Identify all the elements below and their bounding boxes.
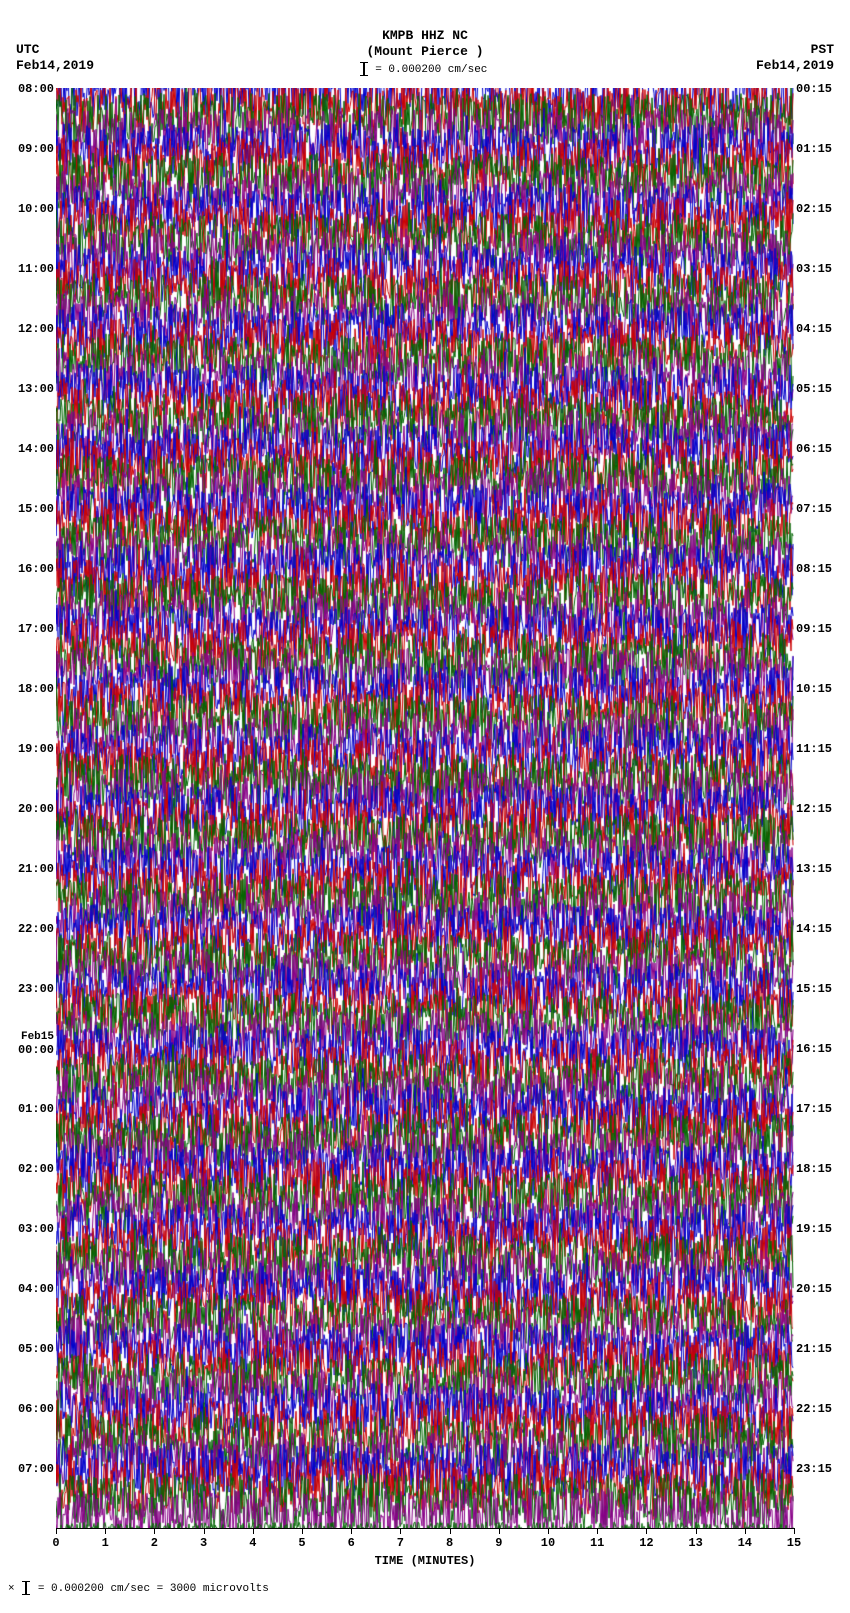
right-time-label: 02:15 — [796, 202, 832, 216]
left-time-label: 04:00 — [18, 1282, 54, 1296]
left-time-label: 01:00 — [18, 1102, 54, 1116]
right-time-label: 19:15 — [796, 1222, 832, 1236]
tz-left: UTC — [16, 42, 39, 57]
right-time-label: 21:15 — [796, 1342, 832, 1356]
right-time-label: 11:15 — [796, 742, 832, 756]
left-time-label: 20:00 — [18, 802, 54, 816]
x-tick — [696, 1528, 697, 1534]
x-tick — [794, 1528, 795, 1534]
left-time-label: 05:00 — [18, 1342, 54, 1356]
footer-scale: × = 0.000200 cm/sec = 3000 microvolts — [8, 1581, 269, 1595]
x-tick — [646, 1528, 647, 1534]
left-time-label: 07:00 — [18, 1462, 54, 1476]
x-tick — [400, 1528, 401, 1534]
right-time-label: 23:15 — [796, 1462, 832, 1476]
x-tick-label: 10 — [541, 1536, 555, 1550]
right-time-label: 06:15 — [796, 442, 832, 456]
x-tick-label: 2 — [151, 1536, 158, 1550]
right-time-label: 16:15 — [796, 1042, 832, 1056]
left-time-label: 21:00 — [18, 862, 54, 876]
x-tick-label: 14 — [738, 1536, 752, 1550]
footer-text: = 0.000200 cm/sec = 3000 microvolts — [38, 1583, 269, 1595]
x-tick — [597, 1528, 598, 1534]
right-time-label: 20:15 — [796, 1282, 832, 1296]
left-time-label: 11:00 — [18, 262, 54, 276]
x-axis: TIME (MINUTES) 0123456789101112131415 — [56, 1528, 794, 1578]
right-time-label: 01:15 — [796, 142, 832, 156]
left-time-label: 19:00 — [18, 742, 54, 756]
left-time-label: 12:00 — [18, 322, 54, 336]
right-time-label: 15:15 — [796, 982, 832, 996]
tz-right: PST — [811, 42, 834, 57]
right-time-label: 18:15 — [796, 1162, 832, 1176]
x-tick-label: 11 — [590, 1536, 604, 1550]
x-tick — [548, 1528, 549, 1534]
left-time-label: 18:00 — [18, 682, 54, 696]
right-time-label: 14:15 — [796, 922, 832, 936]
footer-bar-icon — [25, 1581, 27, 1595]
x-tick-label: 9 — [495, 1536, 502, 1550]
right-time-label: 05:15 — [796, 382, 832, 396]
x-tick — [154, 1528, 155, 1534]
plot-area — [56, 88, 794, 1528]
right-time-label: 08:15 — [796, 562, 832, 576]
left-time-label: 17:00 — [18, 622, 54, 636]
left-time-label: 02:00 — [18, 1162, 54, 1176]
x-tick — [253, 1528, 254, 1534]
right-time-label: 10:15 — [796, 682, 832, 696]
left-time-label: Feb1500:00 — [18, 1032, 54, 1057]
left-time-label: 08:00 — [18, 82, 54, 96]
right-time-label: 07:15 — [796, 502, 832, 516]
left-time-label: 13:00 — [18, 382, 54, 396]
right-time-label: 22:15 — [796, 1402, 832, 1416]
left-time-label: 14:00 — [18, 442, 54, 456]
right-time-label: 03:15 — [796, 262, 832, 276]
x-tick — [56, 1528, 57, 1534]
scale-indicator: = 0.000200 cm/sec — [0, 62, 850, 76]
x-tick — [450, 1528, 451, 1534]
x-tick — [351, 1528, 352, 1534]
x-tick-label: 3 — [200, 1536, 207, 1550]
right-time-label: 00:15 — [796, 82, 832, 96]
left-time-label: 09:00 — [18, 142, 54, 156]
helicorder-container: KMPB HHZ NC (Mount Pierce ) = 0.000200 c… — [0, 0, 850, 1613]
left-time-label: 15:00 — [18, 502, 54, 516]
left-time-label: 10:00 — [18, 202, 54, 216]
station-code: KMPB HHZ NC — [0, 28, 850, 43]
left-time-label: 16:00 — [18, 562, 54, 576]
x-tick-label: 6 — [348, 1536, 355, 1550]
left-time-label: 23:00 — [18, 982, 54, 996]
right-time-label: 04:15 — [796, 322, 832, 336]
x-tick-label: 13 — [688, 1536, 702, 1550]
x-tick-label: 7 — [397, 1536, 404, 1550]
x-tick — [204, 1528, 205, 1534]
x-tick-label: 1 — [102, 1536, 109, 1550]
left-time-label: 22:00 — [18, 922, 54, 936]
right-time-label: 12:15 — [796, 802, 832, 816]
x-tick — [745, 1528, 746, 1534]
x-tick — [302, 1528, 303, 1534]
x-tick — [105, 1528, 106, 1534]
date-right: Feb14,2019 — [756, 58, 834, 73]
right-time-label: 09:15 — [796, 622, 832, 636]
scale-text: = 0.000200 cm/sec — [375, 64, 487, 76]
left-time-label: 03:00 — [18, 1222, 54, 1236]
x-tick — [499, 1528, 500, 1534]
date-left: Feb14,2019 — [16, 58, 94, 73]
helicorder-canvas — [56, 88, 794, 1528]
footer-prefix: × — [8, 1583, 15, 1595]
left-time-label: 06:00 — [18, 1402, 54, 1416]
x-tick-label: 4 — [249, 1536, 256, 1550]
x-axis-title: TIME (MINUTES) — [56, 1554, 794, 1568]
x-tick-label: 8 — [446, 1536, 453, 1550]
right-time-label: 13:15 — [796, 862, 832, 876]
station-name: (Mount Pierce ) — [0, 44, 850, 59]
x-tick-label: 5 — [298, 1536, 305, 1550]
x-tick-label: 15 — [787, 1536, 801, 1550]
x-tick-label: 12 — [639, 1536, 653, 1550]
scale-bar-icon — [363, 62, 365, 76]
x-axis-line — [56, 1528, 794, 1529]
right-time-label: 17:15 — [796, 1102, 832, 1116]
x-tick-label: 0 — [52, 1536, 59, 1550]
